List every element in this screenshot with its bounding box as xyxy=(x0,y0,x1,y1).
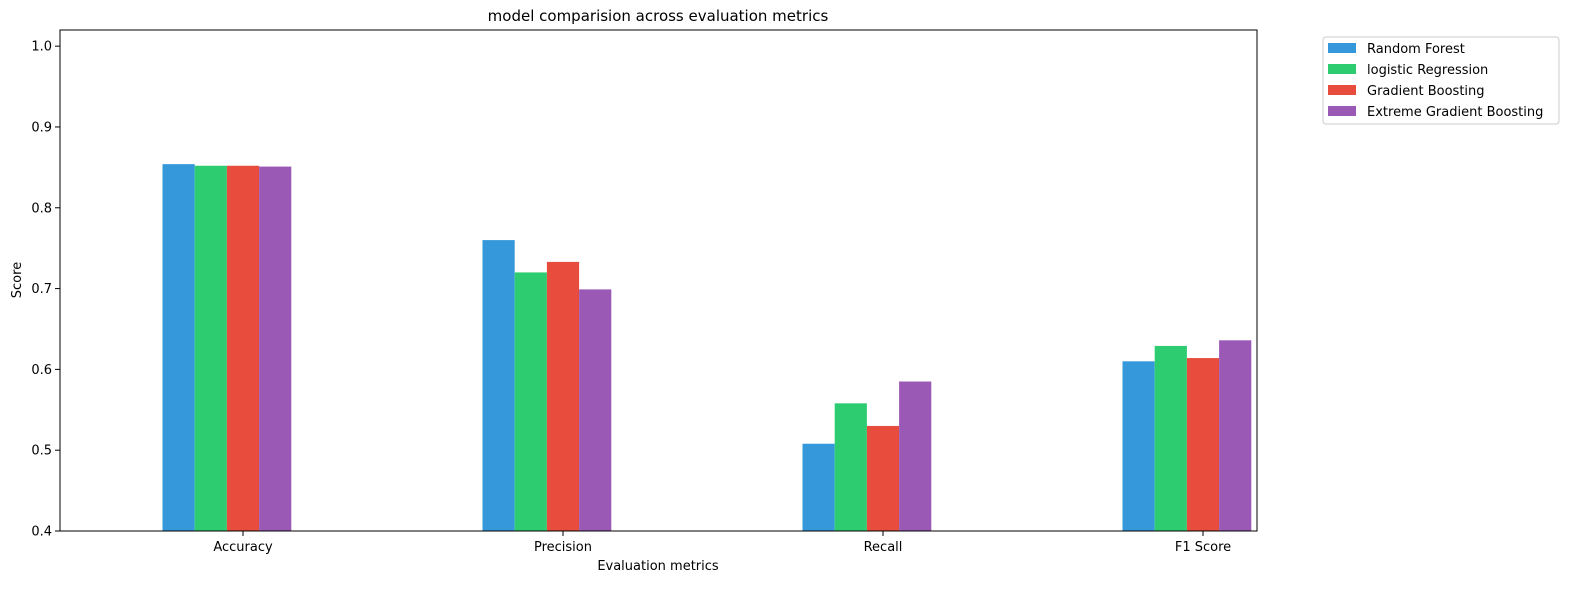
legend-label: logistic Regression xyxy=(1367,63,1488,78)
legend-label: Random Forest xyxy=(1367,42,1465,57)
bar-random-forest-accuracy xyxy=(162,164,195,531)
x-tick-label: Accuracy xyxy=(213,540,273,555)
x-axis-label: Evaluation metrics xyxy=(597,559,719,574)
chart-title: model comparision across evaluation metr… xyxy=(488,7,829,25)
bar-random-forest-f1-score xyxy=(1122,361,1155,531)
bar-random-forest-precision xyxy=(482,240,515,531)
y-tick-label: 1.0 xyxy=(31,40,52,55)
y-tick-label: 0.6 xyxy=(31,363,52,378)
y-axis: 0.4 0.5 0.6 0.7 0.8 0.9 1.0 xyxy=(31,40,60,540)
bar-gradient-boosting-precision xyxy=(546,261,580,531)
bar-logistic-regression-f1-score xyxy=(1154,345,1187,531)
x-tick-label: Precision xyxy=(534,540,592,555)
bar-extreme-gradient-boosting-precision xyxy=(579,289,612,531)
bar-random-forest-recall xyxy=(802,443,835,531)
plot-area-frame xyxy=(59,29,1258,532)
bar-gradient-boosting-recall xyxy=(866,425,900,531)
x-tick-label: F1 Score xyxy=(1175,540,1231,555)
y-tick-label: 0.9 xyxy=(31,120,52,135)
legend-label: Extreme Gradient Boosting xyxy=(1367,105,1543,120)
legend-swatch xyxy=(1328,85,1356,95)
y-tick-label: 0.7 xyxy=(31,282,52,297)
bar-logistic-regression-precision xyxy=(514,272,547,531)
legend-swatch xyxy=(1328,64,1356,74)
y-tick-label: 0.4 xyxy=(31,525,52,540)
x-tick-label: Recall xyxy=(864,540,903,555)
bar-logistic-regression-recall xyxy=(834,403,867,531)
bar-extreme-gradient-boosting-accuracy xyxy=(259,166,292,531)
bar-gradient-boosting-f1-score xyxy=(1186,358,1220,531)
y-tick-label: 0.5 xyxy=(31,444,52,459)
legend-label: Gradient Boosting xyxy=(1367,84,1485,99)
y-tick-label: 0.8 xyxy=(31,201,52,216)
bars-group xyxy=(162,164,1252,531)
y-axis-label: Score xyxy=(10,262,25,298)
bar-extreme-gradient-boosting-f1-score xyxy=(1219,340,1252,531)
legend-swatch xyxy=(1328,106,1356,116)
bar-extreme-gradient-boosting-recall xyxy=(899,381,932,531)
legend: Random Forest logistic Regression Gradient… xyxy=(1322,36,1560,125)
legend-frame xyxy=(1322,36,1560,125)
bar-logistic-regression-accuracy xyxy=(194,165,227,531)
bar-gradient-boosting-accuracy xyxy=(226,165,260,531)
legend-swatch xyxy=(1328,43,1356,53)
x-axis: Accuracy Precision Recall F1 Score xyxy=(213,531,1231,555)
